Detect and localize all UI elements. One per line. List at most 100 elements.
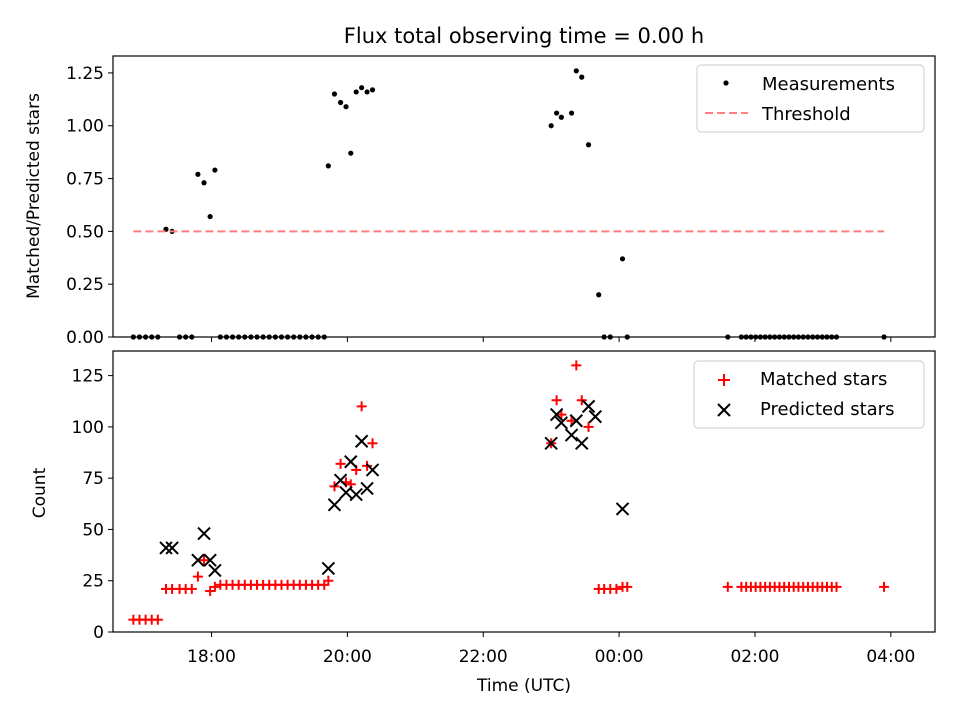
- matched-star-point: [186, 583, 197, 594]
- ytick-label: 0.50: [66, 222, 104, 242]
- measurement-point: [337, 99, 344, 106]
- predicted-star-point: [549, 407, 564, 422]
- measurement-point: [369, 87, 376, 93]
- measurement-point: [364, 89, 370, 95]
- legend-threshold-label: Threshold: [761, 104, 851, 125]
- matched-star-point: [556, 409, 567, 420]
- matched-star-point: [611, 583, 622, 594]
- matched-star-point: [323, 575, 334, 586]
- matched-star-point: [192, 571, 203, 582]
- ytick-label: 0.00: [66, 328, 104, 348]
- measurement-point: [359, 85, 365, 91]
- top-title: Flux total observing time = 0.00 h: [344, 24, 704, 48]
- ytick-label: 0.25: [66, 275, 104, 295]
- predicted-star-point: [197, 526, 211, 541]
- legend-predicted-label: Predicted stars: [760, 399, 894, 420]
- top-legend-box: [696, 64, 925, 133]
- xtick-label: 20:00: [323, 647, 372, 667]
- measurement-point: [585, 142, 592, 148]
- ytick-label: 125: [72, 367, 104, 387]
- matched-star-point: [831, 581, 842, 592]
- measurement-point: [212, 167, 218, 173]
- predicted-star-point: [165, 541, 179, 555]
- xtick-label: 00:00: [595, 647, 644, 667]
- predicted-star-point: [344, 455, 358, 469]
- measurement-point: [343, 104, 349, 110]
- measurement-point: [579, 74, 585, 80]
- matched-star-point: [583, 421, 594, 432]
- predicted-star-point: [581, 399, 596, 414]
- matched-star-point: [571, 360, 582, 371]
- legend-predicted-marker: [717, 403, 731, 417]
- matched-star-point: [551, 395, 562, 406]
- measurement-point: [558, 114, 564, 120]
- bottom-plot-area: [128, 360, 890, 625]
- bottom-xticks: 18:00 20:00 22:00 00:00 02:00 04:00: [187, 632, 915, 667]
- top-panel: Flux total observing time = 0.00 h Match…: [24, 24, 936, 348]
- matched-star-point: [356, 401, 367, 412]
- xtick-label: 22:00: [459, 647, 508, 667]
- legend-measurements-label: Measurements: [762, 74, 895, 95]
- bottom-panel: Count Time (UTC) 0 25 50 75 100 125 18:00 20:0…: [30, 350, 936, 696]
- bottom-axes-frame: [112, 350, 936, 633]
- ytick-label: 25: [82, 572, 104, 592]
- top-legend: Measurements Threshold: [696, 64, 925, 133]
- bottom-ylabel: Count: [30, 467, 50, 518]
- ytick-label: 0.75: [66, 170, 104, 190]
- bottom-legend: Matched stars Predicted stars: [693, 360, 925, 429]
- measurement-point: [325, 163, 331, 169]
- predicted-star-point: [191, 553, 205, 567]
- measurement-point: [331, 91, 338, 97]
- predicted-star-point: [333, 473, 348, 487]
- ytick-label: 100: [72, 418, 104, 438]
- xtick-label: 18:00: [187, 647, 236, 667]
- measurement-point: [573, 68, 579, 74]
- matched-star-point: [879, 581, 890, 592]
- ytick-label: 75: [82, 469, 104, 489]
- measurement-point: [201, 180, 207, 186]
- legend-matched-label: Matched stars: [760, 369, 887, 390]
- bottom-xlabel: Time (UTC): [476, 676, 571, 696]
- predicted-star-point: [203, 553, 217, 567]
- measurement-point: [348, 150, 354, 156]
- predicted-star-point: [349, 487, 363, 502]
- xtick-label: 02:00: [730, 647, 779, 667]
- predicted-star-point: [544, 436, 558, 451]
- predicted-star-point: [354, 434, 369, 448]
- matched-star-point: [209, 581, 220, 592]
- measurement-point: [548, 123, 554, 129]
- matched-star-point: [329, 481, 340, 492]
- measurement-point: [195, 171, 201, 177]
- top-ylabel: Matched/Predicted stars: [24, 93, 44, 299]
- bottom-legend-box: [693, 360, 925, 429]
- measurement-point: [207, 213, 213, 220]
- predicted-star-point: [321, 561, 336, 576]
- top-yticks: 0.00 0.25 0.50 0.75 1.00 1.25: [66, 64, 113, 348]
- measurement-point: [596, 292, 602, 298]
- predicted-star-point: [554, 416, 569, 430]
- predicted-star-point: [365, 463, 380, 477]
- matched-star-point: [199, 555, 210, 566]
- predicted-star-point: [159, 541, 173, 555]
- predicted-star-point: [575, 436, 589, 451]
- measurement-point: [554, 110, 560, 116]
- bottom-yticks: 0 25 50 75 100 125: [72, 367, 113, 643]
- measurement-point: [619, 256, 626, 262]
- legend-measurements-marker: [723, 80, 729, 86]
- predicted-star-point: [569, 414, 584, 428]
- top-plot-area: [130, 68, 887, 340]
- predicted-star-point: [208, 563, 222, 578]
- ytick-label: 0: [93, 623, 104, 643]
- measurement-point: [568, 110, 575, 116]
- predicted-star-point: [327, 498, 342, 512]
- top-axes-frame: [112, 55, 936, 338]
- ytick-label: 1.25: [66, 64, 104, 84]
- matched-star-point: [576, 395, 587, 406]
- xtick-label: 04:00: [866, 647, 915, 667]
- predicted-star-point: [588, 409, 603, 424]
- matched-star-point: [622, 581, 633, 592]
- matched-star-point: [335, 458, 346, 469]
- predicted-star-point: [564, 428, 579, 442]
- predicted-star-point: [615, 502, 630, 516]
